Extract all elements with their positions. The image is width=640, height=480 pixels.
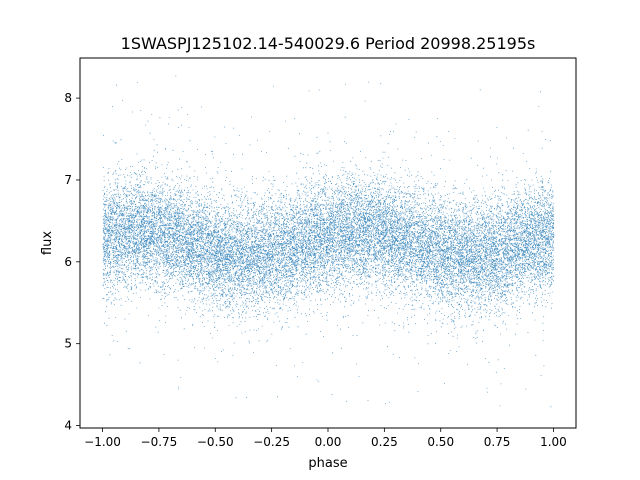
x-tick-label: −1.00 (84, 435, 121, 449)
x-tick-label: −0.75 (141, 435, 178, 449)
x-axis-label: phase (308, 456, 347, 471)
y-tick-label: 7 (64, 173, 72, 187)
y-axis: 4 5 6 7 8 (64, 91, 80, 433)
x-tick-label: 1.00 (540, 435, 567, 449)
scatter-points (102, 75, 555, 408)
y-tick-label: 5 (64, 337, 72, 351)
x-tick-label: 0.00 (315, 435, 342, 449)
chart-title: 1SWASPJ125102.14-540029.6 Period 20998.2… (121, 34, 536, 53)
y-axis-label: flux (40, 231, 55, 255)
data-points (102, 75, 555, 408)
x-tick-label: −0.50 (197, 435, 234, 449)
x-tick-label: 0.25 (371, 435, 398, 449)
x-tick-label: 0.50 (427, 435, 454, 449)
x-tick-label: −0.25 (253, 435, 290, 449)
y-tick-label: 4 (64, 419, 72, 433)
x-tick-label: 0.75 (484, 435, 511, 449)
x-axis: −1.00 −0.75 −0.50 −0.25 0.00 0.25 0.50 0.75 1.00 (84, 428, 567, 449)
y-tick-label: 8 (64, 91, 72, 105)
y-tick-label: 6 (64, 255, 72, 269)
